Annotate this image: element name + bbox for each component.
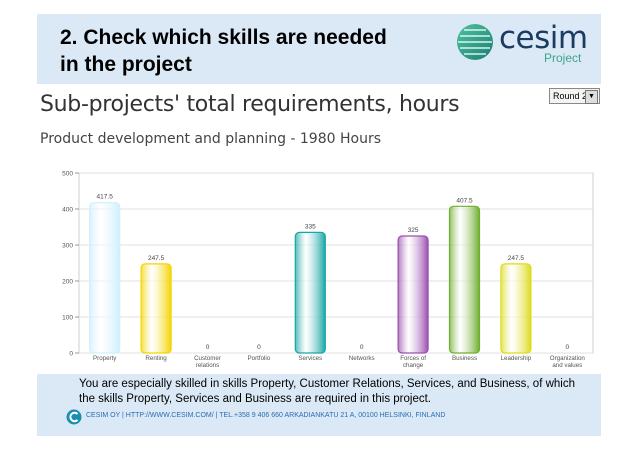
x-tick-label: and values: [552, 362, 582, 369]
bar-forces-of-change: [397, 235, 429, 354]
y-tick-label: 100: [62, 315, 73, 322]
bar-value-label: 0: [360, 344, 364, 351]
x-tick-label: Leadership: [501, 355, 532, 362]
panel-title: Sub-projects' total requirements, hours: [40, 92, 460, 117]
bar-value-label: 0: [257, 344, 261, 351]
y-tick-label: 0: [69, 351, 73, 358]
x-tick-label: Services: [298, 355, 322, 362]
round-select[interactable]: Round 2 ▼: [549, 88, 600, 104]
bar-value-label: 247.5: [508, 255, 525, 262]
bar-property: [89, 202, 121, 354]
y-tick-label: 500: [62, 171, 73, 178]
x-tick-label: Renting: [145, 355, 167, 362]
x-tick-label: Forces of: [400, 355, 426, 362]
footer-band: [37, 374, 601, 436]
skills-note: You are especially skilled in skills Pro…: [79, 378, 575, 405]
y-tick-label: 200: [62, 279, 73, 286]
slide-title: 2. Check which skills are needed in the …: [60, 26, 387, 76]
globe-icon: [457, 24, 493, 60]
x-tick-label: Business: [452, 355, 477, 362]
bar-value-label: 0: [565, 344, 569, 351]
logo-subtitle: Project: [544, 51, 582, 65]
x-tick-label: Property: [93, 355, 117, 362]
x-tick-label: relations: [196, 362, 219, 369]
logo-word: cesim: [499, 20, 588, 56]
x-tick-label: Customer: [194, 355, 221, 362]
round-select-value: Round 2: [553, 91, 588, 101]
chevron-down-icon[interactable]: ▼: [585, 90, 598, 104]
contact-line: CESIM OY | HTTP://WWW.CESIM.COM/ | TEL.+…: [86, 412, 446, 419]
requirements-bar-chart: 0 100 200 300 400 500 417.5 Property 247.5 Rentin…: [62, 171, 594, 369]
bar-value-label: 417.5: [97, 194, 114, 201]
bar-value-label: 325: [408, 227, 419, 234]
bar-value-label: 247.5: [148, 255, 165, 262]
x-tick-label: Networks: [349, 355, 375, 362]
y-tick-label: 300: [62, 243, 73, 250]
bar-leadership: [500, 263, 532, 354]
y-tick-label: 400: [62, 207, 73, 214]
header-band: [37, 14, 601, 84]
bar-value-label: 335: [305, 223, 316, 230]
bar-value-label: 407.5: [456, 197, 473, 204]
bar-value-label: 0: [206, 344, 210, 351]
cesim-logo: cesim Project: [455, 18, 595, 68]
bar-business: [448, 205, 481, 354]
x-tick-label: Portfolio: [248, 355, 271, 362]
cesim-mini-logo-icon: [66, 409, 82, 425]
x-tick-label: Organization: [550, 355, 586, 362]
chart-subtitle: Product development and planning - 1980 …: [40, 131, 381, 147]
bar-services: [294, 231, 326, 354]
bar-renting: [140, 263, 172, 354]
x-tick-label: change: [403, 362, 424, 369]
